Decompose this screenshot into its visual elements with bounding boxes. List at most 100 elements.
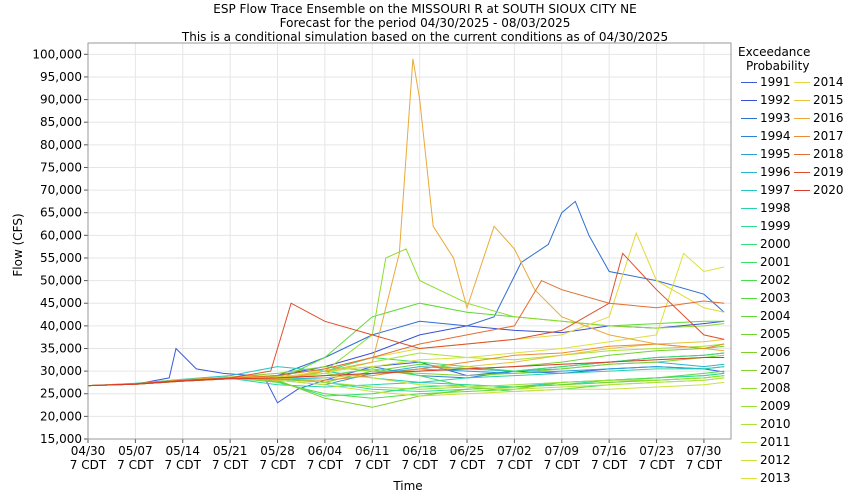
legend-swatch (741, 154, 757, 155)
x-tick-label-date: 07/09 (544, 444, 579, 458)
legend-item-2004: 2004 (741, 309, 791, 323)
legend-label: 2009 (760, 399, 791, 413)
series-line-2016 (87, 58, 725, 387)
legend-label: 1997 (760, 183, 791, 197)
x-tick-label-date: 07/30 (687, 444, 722, 458)
legend-label: 2013 (760, 471, 791, 485)
x-tick-label-date: 07/23 (639, 444, 674, 458)
y-axis-label: Flow (CFS) (11, 213, 25, 276)
series-line-2008 (87, 248, 725, 387)
x-tick-label-time: 7 CDT (117, 458, 154, 472)
y-tick-label: 70,000 (40, 183, 82, 197)
legend-swatch (741, 460, 757, 461)
x-tick-label-date: 04/30 (71, 444, 106, 458)
y-tick-label: 30,000 (40, 364, 82, 378)
legend-label: 1991 (760, 75, 791, 89)
y-tick-label: 80,000 (40, 138, 82, 152)
y-tick-label: 100,000 (32, 47, 82, 61)
legend-label: 2005 (760, 327, 791, 341)
legend-label: 2017 (813, 129, 844, 143)
legend-item-2007: 2007 (741, 363, 791, 377)
legend-label: 1999 (760, 219, 791, 233)
legend-swatch (794, 82, 810, 83)
y-tick-label: 95,000 (40, 70, 82, 84)
legend-item-1997: 1997 (741, 183, 791, 197)
legend-label: 2018 (813, 147, 844, 161)
legend-label: 1992 (760, 93, 791, 107)
x-tick-label-date: 07/16 (592, 444, 627, 458)
legend-item-2012: 2012 (741, 453, 791, 467)
series-line-2000 (87, 375, 725, 397)
y-tick-label: 90,000 (40, 93, 82, 107)
legend-label: 2002 (760, 273, 791, 287)
legend-item-2013: 2013 (741, 471, 791, 485)
legend-item-1995: 1995 (741, 147, 791, 161)
legend-swatch (741, 82, 757, 83)
y-tick-label: 85,000 (40, 115, 82, 129)
legend-swatch (741, 442, 757, 443)
legend-item-1994: 1994 (741, 129, 791, 143)
x-tick-label-time: 7 CDT (449, 458, 486, 472)
legend-label: 2006 (760, 345, 791, 359)
y-tick-label: 65,000 (40, 206, 82, 220)
legend-item-1993: 1993 (741, 111, 791, 125)
x-tick-label-time: 7 CDT (212, 458, 249, 472)
legend-swatch (794, 172, 810, 173)
legend-item-1999: 1999 (741, 219, 791, 233)
legend-item-2015: 2015 (794, 93, 844, 107)
legend-label: 2004 (760, 309, 791, 323)
legend-label: 2010 (760, 417, 791, 431)
legend-label: 2011 (760, 435, 791, 449)
legend-swatch (741, 352, 757, 353)
legend-swatch (741, 406, 757, 407)
legend-item-2008: 2008 (741, 381, 791, 395)
legend-label: 2016 (813, 111, 844, 125)
x-tick-label-time: 7 CDT (165, 458, 202, 472)
legend-item-2019: 2019 (794, 165, 844, 179)
legend-item-2010: 2010 (741, 417, 791, 431)
x-tick-label-date: 06/18 (402, 444, 437, 458)
y-tick-label: 60,000 (40, 228, 82, 242)
y-tick-label: 20,000 (40, 409, 82, 423)
x-tick-label-date: 05/28 (260, 444, 295, 458)
x-tick-label-date: 05/21 (213, 444, 248, 458)
legend-swatch (741, 316, 757, 317)
chart-title-line-3: This is a conditional simulation based o… (181, 30, 669, 44)
x-tick-label-time: 7 CDT (686, 458, 723, 472)
x-tick-label-time: 7 CDT (70, 458, 107, 472)
x-tick-label-date: 05/07 (118, 444, 153, 458)
y-tick-label: 25,000 (40, 387, 82, 401)
legend-title-line-2: Probability (746, 59, 810, 73)
legend-item-2001: 2001 (741, 255, 791, 269)
legend-swatch (741, 388, 757, 389)
legend-label: 1994 (760, 129, 791, 143)
x-tick-label-date: 05/14 (165, 444, 200, 458)
x-tick-label-date: 06/11 (355, 444, 390, 458)
x-tick-label-time: 7 CDT (401, 458, 438, 472)
legend-label: 1996 (760, 165, 791, 179)
x-tick-label-date: 06/04 (308, 444, 343, 458)
legend-swatch (741, 100, 757, 101)
y-tick-label: 40,000 (40, 319, 82, 333)
legend-swatch (741, 370, 757, 371)
legend-item-2017: 2017 (794, 129, 844, 143)
legend-item-1992: 1992 (741, 93, 791, 107)
series-line-1993 (87, 200, 725, 387)
x-tick-label-date: 06/25 (450, 444, 485, 458)
legend-swatch (741, 136, 757, 137)
legend-swatch (741, 298, 757, 299)
legend-swatch (794, 118, 810, 119)
legend-item-2018: 2018 (794, 147, 844, 161)
series-line-2015 (87, 338, 725, 387)
x-tick-label-time: 7 CDT (259, 458, 296, 472)
chart-title-line-2: Forecast for the period 04/30/2025 - 08/… (279, 16, 571, 30)
axes: 15,000 20,000 25,000 30,000 35,000 40,000 45,0… (32, 42, 732, 472)
y-tick-label: 35,000 (40, 341, 82, 355)
x-tick-label-time: 7 CDT (496, 458, 533, 472)
legend-swatch (794, 154, 810, 155)
legend-swatch (741, 424, 757, 425)
series-line-2020 (87, 357, 725, 387)
legend-swatch (741, 262, 757, 263)
series-line-2014 (87, 231, 725, 387)
